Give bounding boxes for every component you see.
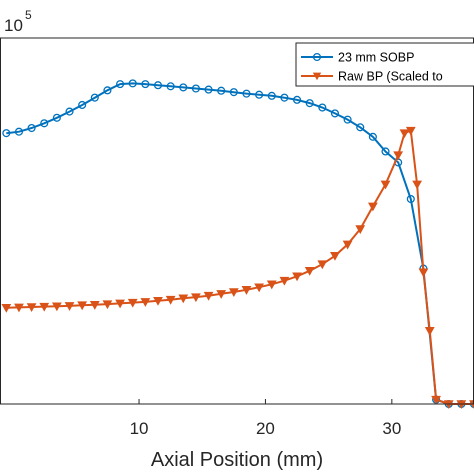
data-point bbox=[65, 107, 74, 116]
data-point bbox=[191, 293, 201, 303]
data-point bbox=[405, 126, 416, 136]
legend-marker bbox=[312, 72, 322, 81]
data-point bbox=[368, 202, 378, 212]
data-point bbox=[292, 272, 302, 282]
data-point bbox=[317, 260, 328, 270]
data-point bbox=[165, 295, 176, 305]
data-point bbox=[267, 91, 276, 100]
plot-area bbox=[1, 79, 474, 410]
data-point bbox=[178, 294, 189, 304]
data-point bbox=[255, 90, 264, 99]
data-point bbox=[380, 180, 391, 190]
data-point bbox=[304, 267, 315, 276]
data-point bbox=[77, 301, 88, 311]
data-point bbox=[40, 119, 49, 128]
data-point bbox=[127, 298, 138, 308]
data-point bbox=[217, 86, 226, 95]
data-point bbox=[241, 286, 252, 295]
x-axis-ticks: 10 20 30 bbox=[130, 399, 401, 438]
data-point bbox=[191, 84, 200, 93]
data-point bbox=[1, 303, 12, 313]
data-point bbox=[406, 194, 415, 204]
legend-entry: 23 mm SOBP bbox=[301, 51, 414, 65]
x-tick-label: 20 bbox=[256, 419, 275, 438]
data-point bbox=[140, 298, 151, 307]
data-point bbox=[368, 132, 377, 141]
data-point bbox=[266, 280, 277, 290]
data-point bbox=[254, 283, 264, 293]
data-point bbox=[399, 129, 410, 139]
data-point bbox=[203, 291, 214, 301]
data-point bbox=[153, 81, 163, 90]
data-point bbox=[424, 327, 435, 336]
data-point bbox=[39, 302, 50, 312]
series-raw-bp bbox=[1, 126, 474, 410]
data-point bbox=[78, 100, 87, 110]
x-tick-label: 30 bbox=[382, 419, 401, 438]
series-sobp bbox=[2, 79, 474, 409]
data-point bbox=[229, 88, 238, 97]
data-point bbox=[52, 302, 62, 312]
data-point bbox=[90, 93, 99, 102]
data-point bbox=[27, 123, 36, 133]
data-point bbox=[115, 299, 125, 309]
data-point bbox=[179, 83, 188, 92]
data-point bbox=[2, 129, 11, 138]
data-point bbox=[280, 93, 289, 102]
data-point bbox=[318, 103, 327, 112]
data-point bbox=[128, 79, 137, 88]
data-point bbox=[166, 82, 175, 91]
data-point bbox=[356, 123, 365, 132]
data-point bbox=[330, 252, 340, 261]
legend-label: Raw BP (Scaled to bbox=[338, 70, 443, 84]
data-point bbox=[116, 80, 125, 89]
data-point bbox=[102, 300, 113, 310]
data-point bbox=[64, 302, 75, 311]
data-point bbox=[14, 303, 24, 313]
data-point bbox=[204, 85, 213, 94]
data-point bbox=[216, 290, 227, 299]
legend: 23 mm SOBP Raw BP (Scaled to bbox=[295, 42, 474, 87]
data-point bbox=[330, 109, 340, 118]
data-point bbox=[292, 95, 302, 104]
data-point bbox=[381, 147, 390, 156]
data-point bbox=[242, 89, 251, 98]
x-axis-title: Axial Position (mm) bbox=[151, 449, 323, 471]
data-point bbox=[141, 80, 150, 89]
data-point bbox=[26, 303, 37, 313]
y-exponent-base: 10 bbox=[4, 16, 23, 35]
data-point bbox=[89, 301, 100, 310]
data-point bbox=[342, 240, 353, 250]
data-point bbox=[153, 297, 163, 306]
data-point bbox=[103, 86, 112, 95]
data-point bbox=[418, 268, 429, 278]
data-point bbox=[412, 180, 422, 190]
legend-entry: Raw BP (Scaled to bbox=[301, 70, 443, 84]
legend-box bbox=[295, 42, 474, 87]
data-point bbox=[393, 151, 404, 161]
data-point bbox=[228, 288, 239, 298]
data-point bbox=[343, 115, 352, 124]
data-point bbox=[52, 113, 61, 122]
legend-label: 23 mm SOBP bbox=[338, 51, 414, 65]
data-point bbox=[355, 225, 366, 235]
legend-marker bbox=[312, 52, 322, 62]
series-line bbox=[6, 129, 474, 405]
data-point bbox=[14, 127, 24, 136]
x-tick-label: 10 bbox=[130, 419, 149, 438]
data-point bbox=[431, 395, 441, 405]
y-exponent-power: 5 bbox=[25, 8, 32, 22]
data-point bbox=[305, 99, 314, 108]
data-point bbox=[279, 276, 290, 286]
